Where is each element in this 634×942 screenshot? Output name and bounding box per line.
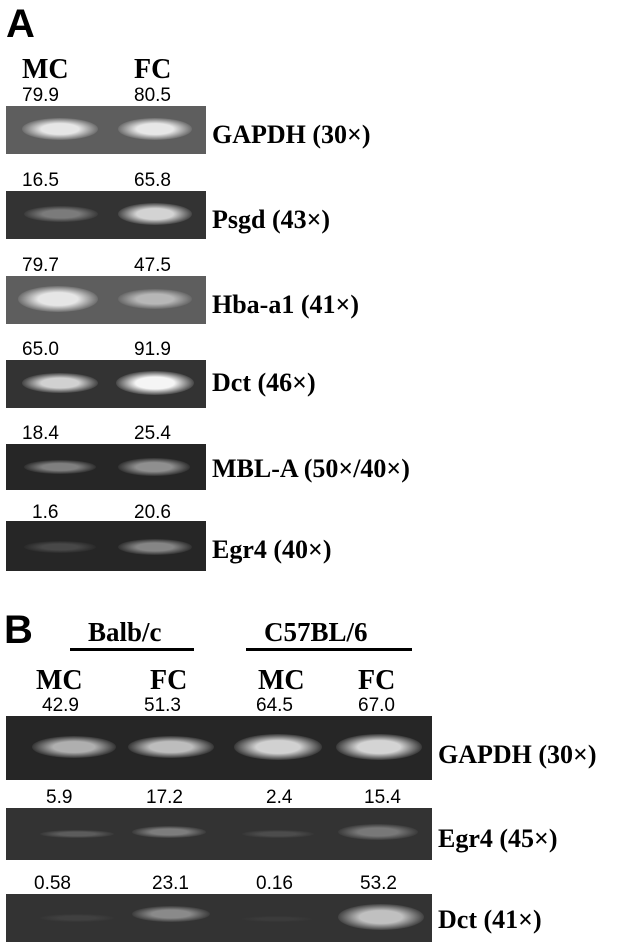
band — [118, 118, 192, 140]
gel-image — [6, 716, 432, 780]
band — [18, 286, 98, 312]
lane-header: FC — [358, 665, 396, 696]
gel-image — [6, 191, 206, 239]
value-fc: 47.5 — [134, 255, 171, 276]
band — [118, 539, 192, 555]
band — [132, 906, 210, 922]
value-fc: 80.5 — [134, 85, 171, 106]
gel-image — [6, 521, 206, 571]
value-fc: 91.9 — [134, 339, 171, 360]
value-label: 53.2 — [360, 873, 397, 894]
gene-label: Psgd (43×) — [212, 205, 331, 234]
panel-b-label: B — [4, 608, 33, 652]
value-label: 5.9 — [46, 787, 73, 808]
band — [132, 826, 206, 838]
value-mc: 79.9 — [22, 85, 59, 106]
band — [128, 736, 214, 758]
gel-image — [6, 360, 206, 408]
gene-label: GAPDH (30×) — [212, 120, 371, 149]
value-label: 15.4 — [364, 787, 401, 808]
lane-header: MC — [36, 665, 83, 696]
gel-image — [6, 444, 206, 490]
value-label: 23.1 — [152, 873, 189, 894]
gene-label: Hba-a1 (41×) — [212, 290, 359, 319]
band — [118, 203, 192, 225]
gene-label: GAPDH (30×) — [438, 740, 597, 769]
band — [242, 830, 314, 838]
band — [118, 289, 192, 309]
gene-label: Dct (41×) — [438, 905, 542, 934]
lane-header: FC — [150, 665, 188, 696]
value-fc: 65.8 — [134, 170, 171, 191]
value-label: 17.2 — [146, 787, 183, 808]
panel-a-lane-mc: MC — [22, 54, 69, 85]
band — [24, 541, 96, 553]
value-mc: 18.4 — [22, 423, 59, 444]
band — [338, 904, 424, 930]
value-label: 0.16 — [256, 873, 293, 894]
band — [40, 914, 114, 922]
gel-image — [6, 808, 432, 860]
band — [24, 460, 96, 474]
band — [242, 916, 312, 922]
strain-underline — [246, 648, 412, 651]
band — [40, 830, 114, 838]
value-mc: 79.7 — [22, 255, 59, 276]
panel-a-label: A — [6, 2, 35, 46]
band — [338, 824, 418, 840]
band — [32, 736, 116, 758]
strain-label-balbc: Balb/c — [88, 617, 162, 647]
band — [336, 734, 422, 760]
value-fc: 20.6 — [134, 502, 171, 523]
value-fc: 25.4 — [134, 423, 171, 444]
value-mc: 1.6 — [32, 502, 59, 523]
band — [234, 734, 322, 760]
value-label: 67.0 — [358, 695, 395, 716]
panel-a-lane-fc: FC — [134, 54, 172, 85]
gel-image — [6, 894, 432, 942]
value-label: 0.58 — [34, 873, 71, 894]
gene-label: Dct (46×) — [212, 368, 316, 397]
gene-label: MBL-A (50×/40×) — [212, 454, 410, 483]
band — [24, 206, 98, 222]
value-label: 64.5 — [256, 695, 293, 716]
gel-image — [6, 276, 206, 324]
value-label: 42.9 — [42, 695, 79, 716]
lane-header: MC — [258, 665, 305, 696]
value-label: 51.3 — [144, 695, 181, 716]
band — [22, 373, 98, 393]
gene-label: Egr4 (45×) — [438, 824, 558, 853]
strain-underline — [70, 648, 194, 651]
value-mc: 16.5 — [22, 170, 59, 191]
value-mc: 65.0 — [22, 339, 59, 360]
band — [116, 371, 194, 395]
gel-image — [6, 106, 206, 154]
band — [22, 118, 98, 140]
gene-label: Egr4 (40×) — [212, 535, 332, 564]
band — [118, 458, 190, 476]
value-label: 2.4 — [266, 787, 293, 808]
strain-label-c57bl6: C57BL/6 — [264, 617, 368, 647]
